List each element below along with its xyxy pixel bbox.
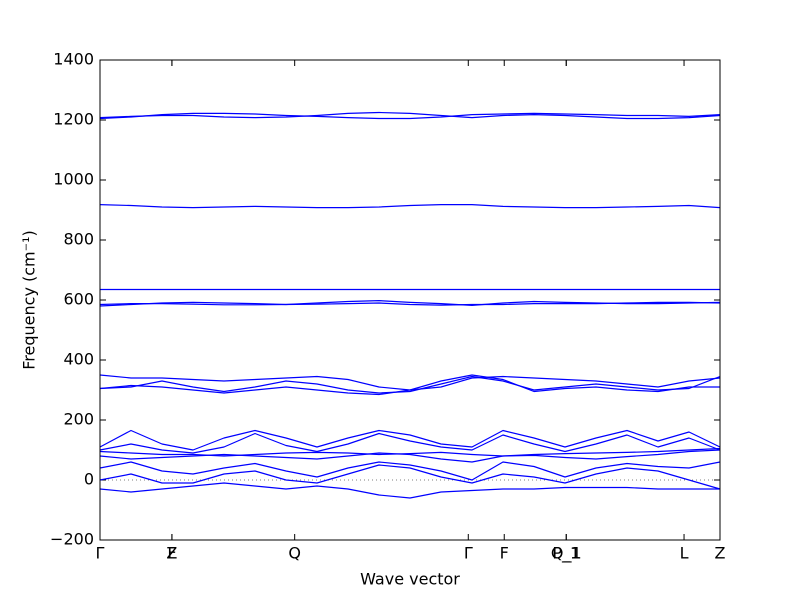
x-tick-label: Γ: [96, 544, 105, 563]
x-tick-label: P_1: [552, 544, 580, 564]
plot-frame: [99, 59, 721, 541]
band-line: [99, 301, 721, 306]
y-tick-label: 400: [63, 350, 94, 369]
band-line: [99, 432, 721, 454]
band-line: [99, 461, 721, 481]
band-line: [99, 112, 721, 120]
x-tick-label: Q_1: [551, 544, 582, 564]
band-line: [99, 204, 721, 209]
y-axis-label: Frequency (cm⁻¹): [20, 230, 39, 369]
y-tick-label: 0: [84, 470, 94, 489]
x-tick-label: F: [500, 544, 509, 563]
band-line: [99, 375, 721, 394]
y-tick-label: 600: [63, 290, 94, 309]
x-axis-label: Wave vector: [360, 570, 460, 589]
y-tick-label: −200: [50, 530, 94, 549]
y-tick-label: 200: [63, 410, 94, 429]
y-tick-label: 1000: [53, 170, 94, 189]
x-tick-label: Q: [288, 544, 301, 563]
y-tick-label: 800: [63, 230, 94, 249]
x-tick-label: L: [680, 544, 689, 563]
band-line: [99, 482, 720, 499]
y-tick-label: 1400: [53, 50, 94, 69]
band-line: [99, 429, 721, 451]
band-line: [99, 449, 721, 463]
x-tick-label: Γ: [464, 544, 473, 563]
band-line: [99, 111, 721, 120]
y-tick-label: 1200: [53, 110, 94, 129]
x-tick-label: Z: [166, 544, 177, 563]
x-tick-label: Z: [715, 544, 726, 563]
band-line: [99, 464, 721, 490]
x-tick-label: F: [167, 544, 176, 563]
band-line: [99, 374, 720, 396]
